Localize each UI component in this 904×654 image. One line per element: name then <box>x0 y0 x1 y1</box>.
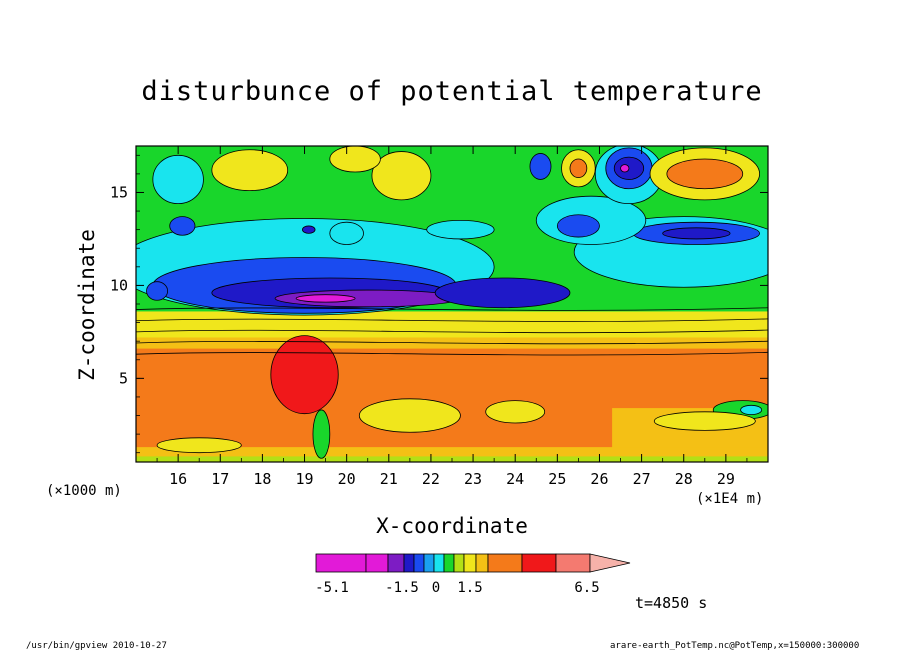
contour-field <box>136 146 768 462</box>
colorbar-box-10 <box>475 553 489 573</box>
contour-region-orange-17 <box>569 158 588 179</box>
x-tick-label-28: 28 <box>675 470 693 488</box>
contour-region-blue-22 <box>146 281 168 301</box>
colorbar-label-4: 6.5 <box>574 580 599 596</box>
x-tick-label-23: 23 <box>464 470 482 488</box>
contour-region-red-29 <box>270 335 339 415</box>
y-tick-label-10: 10 <box>110 276 128 294</box>
colorbar-box-0 <box>315 553 367 573</box>
contour-region-yellow-28 <box>329 146 381 173</box>
x-tick-label-29: 29 <box>717 470 735 488</box>
x-tick-label-22: 22 <box>422 470 440 488</box>
x-tick-label-24: 24 <box>506 470 524 488</box>
contour-region-yellow-35 <box>653 411 756 431</box>
colorbar-box-12 <box>521 553 557 573</box>
footer-left-text: /usr/bin/gpview 2010-10-27 <box>26 641 167 651</box>
x-tick-label-19: 19 <box>296 470 314 488</box>
footer-right-text: arare-earth_PotTemp.nc@PotTemp,x=150000:… <box>610 641 860 651</box>
contour-region-dark-blue-5 <box>434 277 571 309</box>
colorbar-label-0: -5.1 <box>315 580 349 596</box>
x-axis-label: X-coordinate <box>376 514 528 538</box>
chart-title: disturbunce of potential temperature <box>141 76 763 107</box>
x-tick-label-20: 20 <box>338 470 356 488</box>
contour-region-magenta-4 <box>295 294 356 303</box>
contour-region-cyan-23 <box>329 221 364 245</box>
colorbar-box-8 <box>453 553 465 573</box>
colorbar-box-6 <box>433 553 445 573</box>
colorbar-box-1 <box>365 553 389 573</box>
contour-line-4 <box>136 307 768 311</box>
colorbar-box-5 <box>423 553 435 573</box>
contour-line-2 <box>136 329 768 334</box>
contour-region-yellow-30 <box>358 398 461 433</box>
colorbar-arrow <box>589 553 631 573</box>
contour-region-yellow-31 <box>485 400 546 424</box>
contour-region-blue-15 <box>529 153 552 180</box>
x-tick-label-18: 18 <box>253 470 271 488</box>
contour-region-yellow-26 <box>371 151 432 201</box>
colorbar-box-4 <box>413 553 425 573</box>
colorbar-label-2: 0 <box>432 580 440 596</box>
colorbar-box-2 <box>387 553 405 573</box>
x-tick-label-21: 21 <box>380 470 398 488</box>
contour-region-dark-blue-8 <box>662 227 731 240</box>
contour-region-yellow-32 <box>156 437 242 454</box>
contour-region-cyan-25 <box>426 219 495 240</box>
contour-region-blue-10 <box>556 214 600 238</box>
x-tick-label-16: 16 <box>169 470 187 488</box>
contour-line-1 <box>136 340 768 345</box>
y-axis-label: Z-coordinate <box>75 229 99 381</box>
y-tick-label-15: 15 <box>110 183 128 201</box>
contour-region-magenta-14 <box>620 164 630 173</box>
contour-region-yellow-27 <box>211 149 289 192</box>
contour-line-0 <box>136 351 768 356</box>
contour-region-blue-21 <box>169 216 196 236</box>
contour-line-3 <box>136 318 768 322</box>
colorbar-box-7 <box>443 553 455 573</box>
colorbar-label-1: -1.5 <box>385 580 419 596</box>
colorbar-box-13 <box>555 553 591 573</box>
x-unit-left-label: (×1000 m) <box>46 483 122 499</box>
colorbar-box-9 <box>463 553 477 573</box>
contour-region-cyan-20 <box>152 154 204 205</box>
x-tick-label-25: 25 <box>548 470 566 488</box>
time-annotation: t=4850 s <box>635 594 708 612</box>
y-tick-label-5: 5 <box>119 369 128 387</box>
contour-region-cyan-34 <box>740 404 763 415</box>
contour-region-dark-blue-24 <box>302 225 316 234</box>
colorbar-label-3: 1.5 <box>457 580 482 596</box>
x-tick-label-27: 27 <box>633 470 651 488</box>
contour-region-orange-19 <box>666 158 744 190</box>
x-unit-right-label: (×1E4 m) <box>696 491 764 507</box>
x-tick-label-17: 17 <box>211 470 229 488</box>
contour-region-green-36 <box>312 409 331 459</box>
colorbar-box-11 <box>487 553 523 573</box>
x-tick-label-26: 26 <box>590 470 608 488</box>
colorbar-box-3 <box>403 553 415 573</box>
